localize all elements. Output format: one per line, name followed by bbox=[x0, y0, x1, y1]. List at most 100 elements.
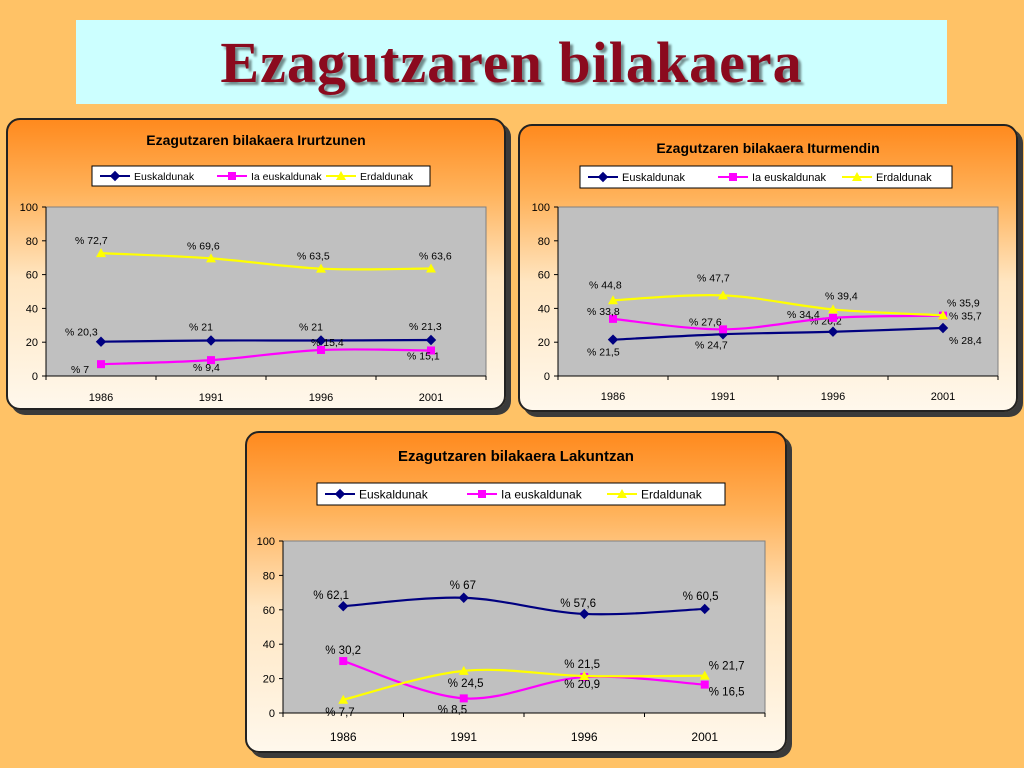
legend-entry-euskaldunak: Euskaldunak bbox=[134, 171, 195, 183]
data-point-euskaldunak bbox=[425, 334, 437, 346]
chart-title: Ezagutzaren bilakaera Iturmendin bbox=[656, 140, 879, 156]
data-label-erdaldunak: % 7,7 bbox=[325, 707, 354, 719]
data-point-ia-euskaldunak bbox=[317, 345, 325, 354]
y-tick-label: 20 bbox=[538, 337, 550, 349]
legend-marker-ia-euskaldunak bbox=[478, 490, 486, 498]
series-line-euskaldunak bbox=[612, 326, 944, 341]
y-tick-label: 60 bbox=[263, 605, 275, 617]
data-point-euskaldunak bbox=[205, 335, 217, 346]
data-label-euskaldunak: % 21,5 bbox=[587, 347, 620, 359]
x-tick-label: 1996 bbox=[309, 392, 333, 404]
x-tick-label: 1996 bbox=[821, 391, 845, 403]
data-label-ia-euskaldunak: % 20,9 bbox=[564, 679, 600, 691]
data-label-ia-euskaldunak: % 27,6 bbox=[689, 316, 722, 328]
x-tick-label: 1996 bbox=[571, 730, 598, 744]
data-point-euskaldunak bbox=[937, 322, 949, 334]
series-line-euskaldunak bbox=[343, 596, 705, 616]
x-tick-label: 1986 bbox=[601, 391, 625, 403]
legend-entry-euskaldunak: Euskaldunak bbox=[622, 172, 685, 184]
data-point-euskaldunak bbox=[699, 603, 710, 615]
data-label-ia-euskaldunak: % 15,1 bbox=[407, 350, 440, 362]
data-label-erdaldunak: % 39,4 bbox=[825, 290, 858, 302]
data-label-ia-euskaldunak: % 15,4 bbox=[311, 337, 344, 349]
data-point-erdaldunak bbox=[426, 263, 436, 273]
data-label-euskaldunak: % 60,5 bbox=[683, 591, 719, 603]
x-tick-label: 1986 bbox=[89, 392, 113, 404]
data-label-ia-euskaldunak: % 7 bbox=[71, 364, 89, 376]
data-point-erdaldunak bbox=[718, 290, 728, 300]
chart-panel-lakuntza: Ezagutzaren bilakaera Lakuntzan Euskaldun… bbox=[245, 431, 787, 753]
data-label-erdaldunak: % 35,9 bbox=[947, 297, 980, 309]
data-label-euskaldunak: % 67 bbox=[450, 580, 476, 592]
chart-panel-irurtzun: Ezagutzaren bilakaera Irurtzunen Euskaldu… bbox=[6, 118, 506, 410]
legend-entry-erdaldunak: Erdaldunak bbox=[641, 487, 703, 501]
y-tick-label: 100 bbox=[20, 202, 38, 214]
legend-marker-erdaldunak bbox=[617, 489, 627, 498]
data-point-erdaldunak bbox=[608, 295, 618, 305]
data-label-euskaldunak: % 24,7 bbox=[695, 339, 728, 351]
data-label-euskaldunak: % 21 bbox=[299, 322, 323, 334]
data-label-erdaldunak: % 69,6 bbox=[187, 240, 220, 252]
data-label-ia-euskaldunak: % 16,5 bbox=[709, 687, 745, 699]
y-tick-label: 80 bbox=[263, 570, 275, 582]
x-tick-label: 2001 bbox=[691, 730, 718, 744]
data-label-ia-euskaldunak: % 33,8 bbox=[587, 306, 620, 318]
data-point-euskaldunak bbox=[315, 335, 327, 346]
data-point-ia-euskaldunak bbox=[719, 325, 727, 334]
legend-entry-erdaldunak: Erdaldunak bbox=[876, 172, 932, 184]
legend-marker-euskaldunak bbox=[597, 171, 609, 183]
data-point-ia-euskaldunak bbox=[427, 346, 435, 355]
y-tick-label: 100 bbox=[532, 202, 550, 214]
y-tick-label: 40 bbox=[26, 303, 38, 315]
data-label-erdaldunak: % 21,5 bbox=[564, 659, 600, 671]
data-point-erdaldunak bbox=[938, 310, 948, 320]
chart-lakuntza: Ezagutzaren bilakaera Lakuntzan Euskaldun… bbox=[257, 448, 766, 744]
legend-marker-ia-euskaldunak bbox=[729, 173, 737, 181]
data-label-ia-euskaldunak: % 35,7 bbox=[949, 311, 982, 323]
data-label-erdaldunak: % 63,6 bbox=[419, 251, 452, 263]
series-line-ia-euskaldunak bbox=[612, 314, 944, 331]
data-point-erdaldunak bbox=[458, 665, 469, 675]
data-point-erdaldunak bbox=[338, 694, 349, 704]
data-point-euskaldunak bbox=[458, 592, 469, 603]
data-label-euskaldunak: % 57,6 bbox=[560, 598, 596, 610]
y-tick-label: 80 bbox=[26, 236, 38, 248]
series-line-ia-euskaldunak bbox=[100, 348, 432, 366]
legend-entry-ia-euskaldunak: Ia euskaldunak bbox=[752, 172, 826, 184]
series-line-ia-euskaldunak bbox=[342, 660, 705, 700]
data-label-erdaldunak: % 63,5 bbox=[297, 251, 330, 263]
series-line-erdaldunak bbox=[100, 252, 432, 271]
data-label-erdaldunak: % 72,7 bbox=[75, 235, 108, 247]
data-point-euskaldunak bbox=[579, 608, 590, 620]
legend-marker-ia-euskaldunak bbox=[228, 172, 236, 180]
legend-entry-euskaldunak: Euskaldunak bbox=[359, 487, 429, 501]
legend-marker-erdaldunak bbox=[852, 172, 862, 181]
y-tick-label: 0 bbox=[32, 371, 38, 383]
x-tick-label: 1991 bbox=[450, 730, 477, 744]
y-tick-label: 60 bbox=[538, 270, 550, 282]
data-label-ia-euskaldunak: % 30,2 bbox=[325, 645, 361, 657]
y-tick-label: 20 bbox=[263, 674, 275, 686]
chart-iturmendi: Ezagutzaren bilakaera Iturmendin Euskaldu… bbox=[532, 140, 999, 403]
data-point-euskaldunak bbox=[95, 336, 107, 347]
legend-marker-euskaldunak bbox=[109, 170, 121, 182]
data-label-erdaldunak: % 44,8 bbox=[589, 279, 622, 291]
data-point-euskaldunak bbox=[607, 334, 619, 345]
legend-marker-euskaldunak bbox=[334, 488, 346, 500]
data-point-ia-euskaldunak bbox=[207, 356, 215, 365]
y-tick-label: 100 bbox=[257, 536, 275, 548]
data-point-erdaldunak bbox=[96, 248, 106, 258]
x-tick-label: 1986 bbox=[330, 730, 357, 744]
y-tick-label: 40 bbox=[263, 639, 275, 651]
x-tick-label: 2001 bbox=[419, 392, 443, 404]
y-tick-label: 40 bbox=[538, 303, 550, 315]
data-point-ia-euskaldunak bbox=[339, 657, 348, 666]
legend-entry-ia-euskaldunak: Ia euskaldunak bbox=[251, 171, 322, 183]
data-label-euskaldunak: % 62,1 bbox=[313, 590, 349, 602]
data-label-ia-euskaldunak: % 34,4 bbox=[787, 309, 820, 321]
series-line-euskaldunak bbox=[100, 338, 432, 343]
legend-box bbox=[316, 482, 726, 506]
plot-area bbox=[557, 206, 999, 377]
data-point-euskaldunak bbox=[338, 600, 349, 612]
series-line-erdaldunak bbox=[612, 294, 944, 317]
